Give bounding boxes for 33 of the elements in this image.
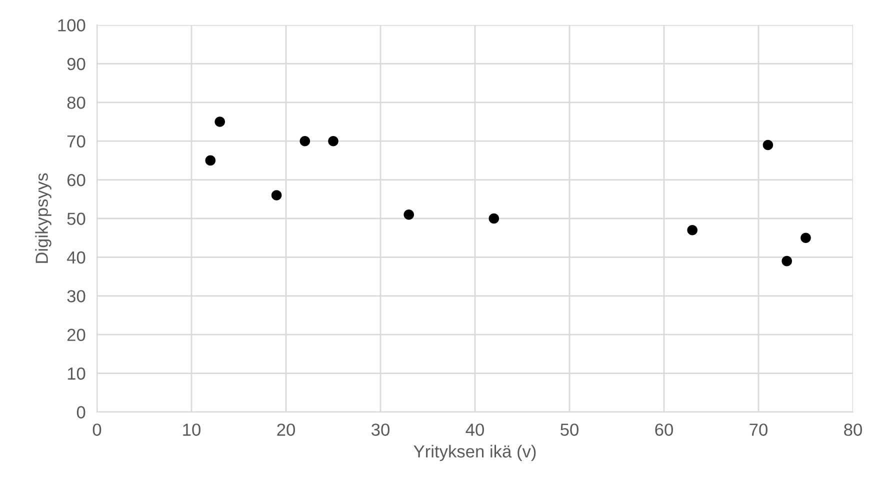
point xyxy=(800,232,811,243)
point xyxy=(762,140,774,150)
x-axis-title: Yrityksen ikä (v) xyxy=(414,444,536,462)
y-tick-label: 50 xyxy=(67,212,86,225)
x-tick-label: 40 xyxy=(466,424,484,436)
point xyxy=(328,136,338,146)
point xyxy=(205,155,216,166)
y-tick-label: 0 xyxy=(76,406,86,418)
point xyxy=(782,256,792,266)
point xyxy=(687,224,698,236)
x-tick-label: 60 xyxy=(655,424,673,436)
x-tick-label: 20 xyxy=(277,424,295,436)
point xyxy=(271,190,282,200)
y-tick-label: 20 xyxy=(67,328,86,342)
point xyxy=(300,136,310,146)
x-tick-label: 70 xyxy=(750,424,768,436)
point xyxy=(214,116,225,127)
x-tick-label: 0 xyxy=(92,424,102,436)
y-axis-title: Digikypsyys xyxy=(35,173,52,263)
y-tick-label: 80 xyxy=(67,96,86,109)
y-tick-label: 70 xyxy=(67,135,86,148)
y-tick-label: 60 xyxy=(67,174,86,186)
x-tick-label: 30 xyxy=(372,424,390,436)
y-tick-label: 40 xyxy=(66,251,86,264)
y-tick-label: 90 xyxy=(67,58,86,70)
x-tick-label: 50 xyxy=(560,424,578,436)
y-tick-label: 30 xyxy=(67,290,86,302)
x-tick-label: 80 xyxy=(844,424,862,436)
y-tick-label: 10 xyxy=(68,367,86,380)
y-tick-label: 100 xyxy=(58,19,86,32)
point xyxy=(404,209,414,220)
point xyxy=(488,213,500,224)
x-tick-label: 10 xyxy=(183,424,200,436)
